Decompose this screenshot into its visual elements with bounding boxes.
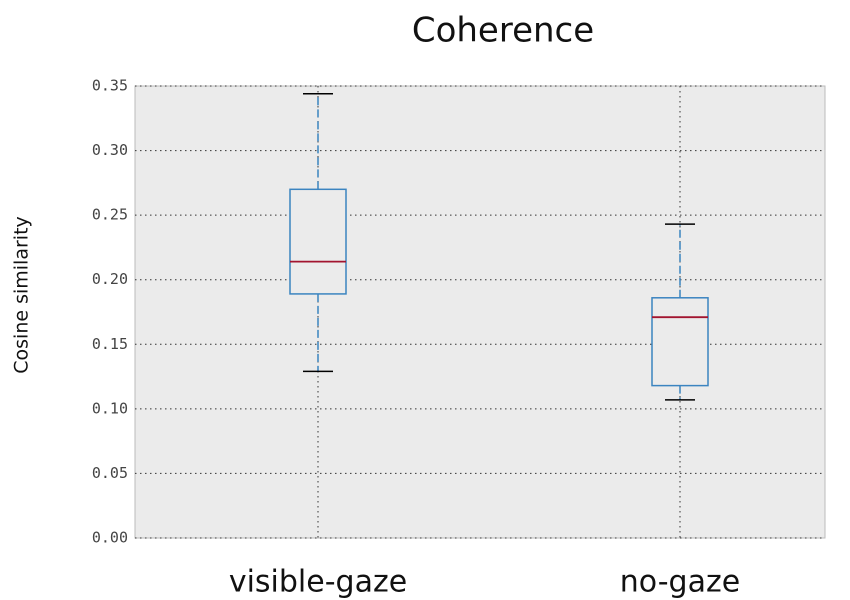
box: [651, 297, 709, 387]
y-tick-label: 0.05: [92, 464, 128, 482]
y-tick-label: 0.30: [92, 141, 128, 159]
plot-area: [134, 85, 826, 539]
y-tick-label: 0.00: [92, 529, 128, 547]
chart-title: Coherence: [412, 11, 594, 51]
box: [289, 188, 347, 295]
y-tick-label: 0.10: [92, 399, 128, 417]
y-tick-label: 0.25: [92, 206, 128, 224]
y-tick-label: 0.35: [92, 77, 128, 95]
x-tick-label: visible-gaze: [229, 565, 407, 600]
y-tick-label: 0.15: [92, 335, 128, 353]
x-tick-label: no-gaze: [620, 565, 740, 600]
y-tick-label: 0.20: [92, 270, 128, 288]
y-axis-label: Cosine similarity: [11, 216, 33, 374]
